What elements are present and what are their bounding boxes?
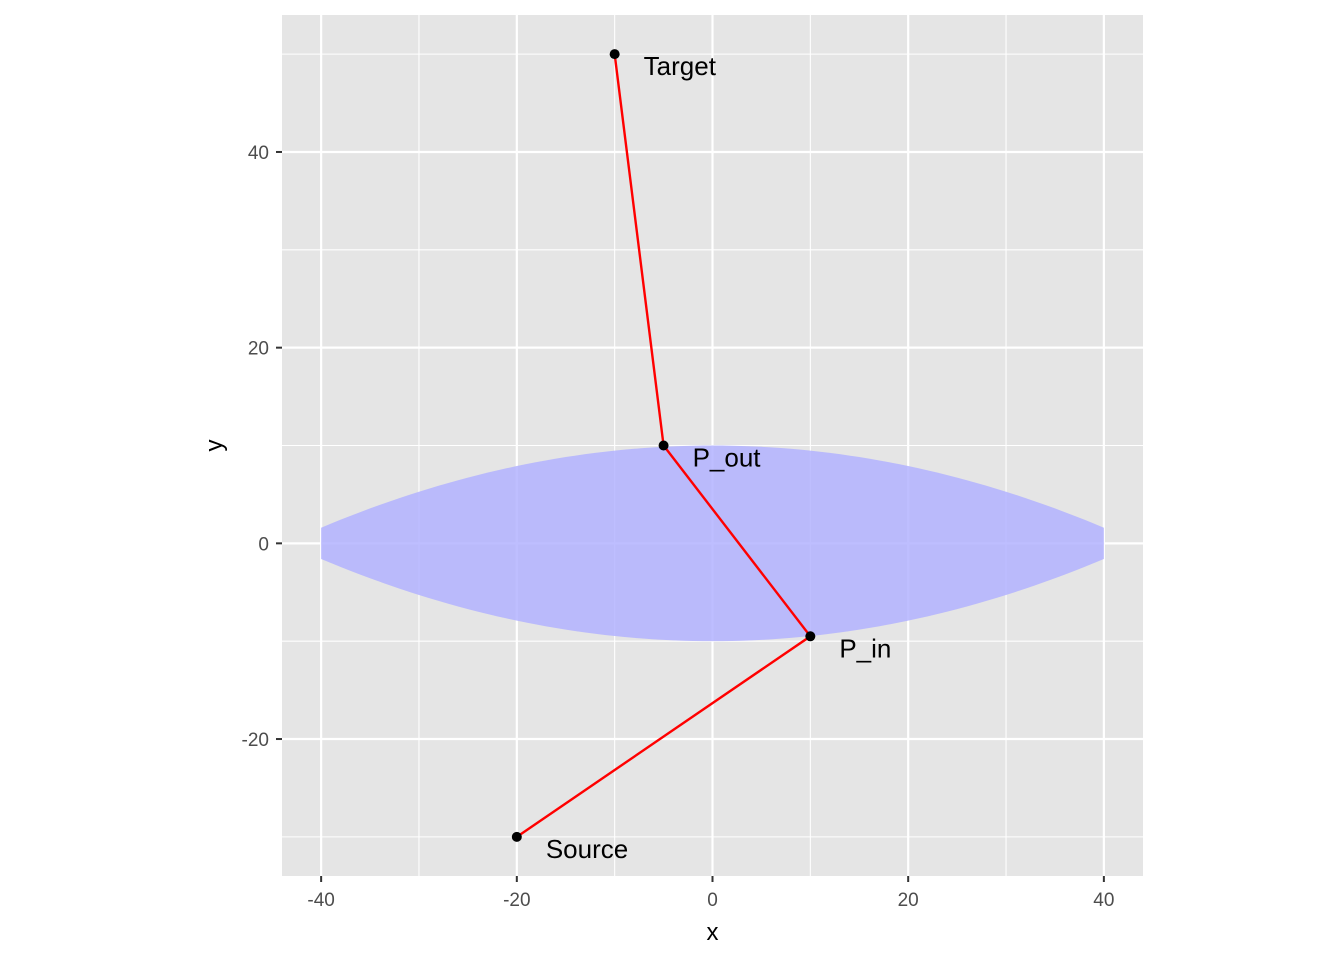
y-tick-label: 0 (258, 534, 269, 555)
ray-point-labels: Source P_in P_out Target (546, 51, 892, 864)
y-axis: -20 0 20 40 (242, 143, 282, 751)
y-tick-label: 20 (248, 339, 269, 360)
x-axis: -40 -20 0 20 40 (307, 876, 1114, 911)
point-source (511, 831, 522, 842)
point-label-p-in: P_in (839, 633, 891, 663)
x-tick-label: -20 (503, 890, 530, 911)
lens-shape (321, 445, 1104, 642)
ray-points (511, 49, 816, 842)
y-tick-label: 40 (248, 143, 269, 164)
x-tick-label: 20 (898, 890, 919, 911)
ray-path-line (516, 53, 813, 838)
point-target (609, 49, 620, 60)
x-tick-label: 0 (707, 890, 718, 911)
x-axis-title: x (707, 919, 719, 946)
point-label-source: Source (546, 834, 628, 864)
y-tick-label: -20 (242, 730, 269, 751)
point-p-in (805, 631, 816, 642)
x-tick-label: 40 (1093, 890, 1114, 911)
point-label-p-out: P_out (693, 443, 762, 473)
x-tick-label: -40 (307, 890, 334, 911)
point-p-out (658, 440, 669, 451)
point-label-target: Target (644, 51, 717, 81)
y-axis-title: y (201, 440, 228, 452)
